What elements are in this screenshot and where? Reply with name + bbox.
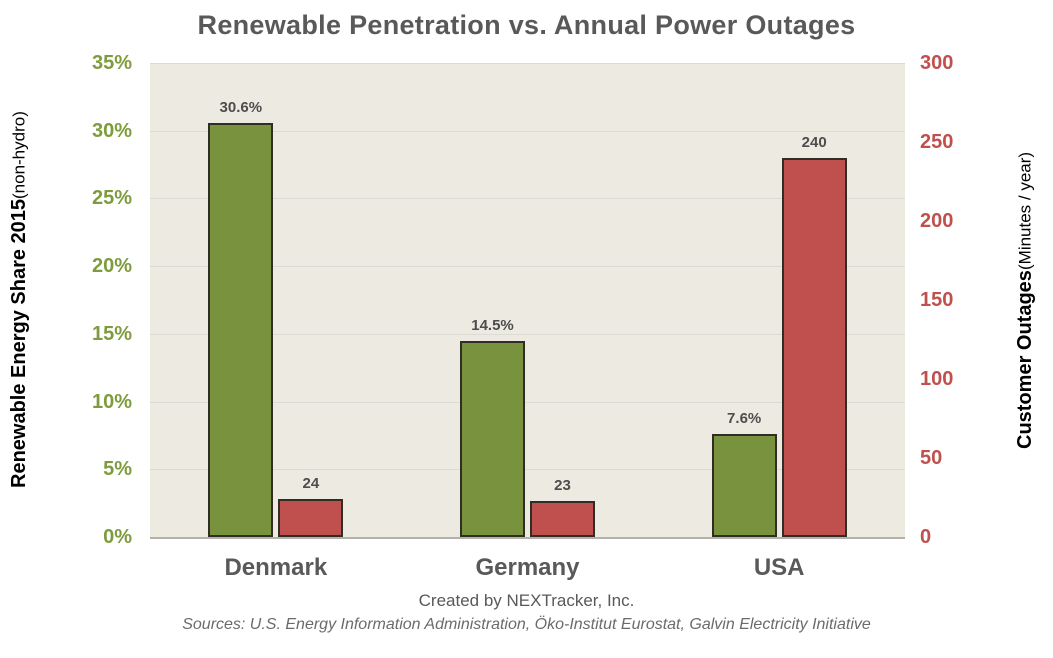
left-axis-title-unit: (non-hydro) (9, 111, 29, 200)
right-axis-tick-label: 100 (920, 368, 954, 390)
left-axis-tick-label: 25% (91, 187, 132, 210)
gridline (150, 469, 905, 471)
right-axis-tick-label: 50 (920, 447, 943, 469)
sources-line: Sources: U.S. Energy Information Adminis… (182, 616, 871, 633)
left-axis-tick-label: 5% (103, 458, 132, 481)
credit-line: Created by NEXTracker, Inc. (418, 591, 635, 610)
bar-value-label: 23 (554, 476, 571, 494)
gridline (150, 401, 905, 403)
bar-germany-outages (530, 500, 595, 537)
right-axis-title-main: Customer Outages (1014, 269, 1036, 449)
gridline (150, 130, 905, 132)
chart-title: Renewable Penetration vs. Annual Power O… (197, 10, 856, 40)
right-axis-tick-label: 200 (920, 210, 954, 232)
category-label-usa: USA (753, 554, 805, 581)
right-axis-title-unit: (Minutes / year) (1015, 151, 1035, 270)
gridline (150, 333, 905, 335)
right-axis-tick-label: 250 (920, 131, 954, 153)
bar-denmark-renewable (208, 122, 274, 537)
bar-value-label: 240 (801, 133, 827, 151)
plot-area: 30.6% 24 14.5% 23 7.6% 240 (150, 63, 905, 539)
bar-denmark-outages (278, 499, 344, 537)
gridline (150, 266, 905, 268)
bar-value-label: 14.5% (471, 316, 514, 334)
left-axis-title: Renewable Energy Share 2015 (non-hydro) (8, 40, 31, 560)
right-axis-tick-label: 150 (920, 289, 954, 311)
gridline (150, 63, 905, 64)
category-label-germany: Germany (475, 554, 580, 581)
left-axis-tick-label: 35% (91, 52, 132, 74)
right-axis-title: Customer Outages (Minutes / year) (1014, 40, 1037, 560)
category-label-denmark: Denmark (224, 554, 328, 581)
right-axis-tick-label: 0 (920, 526, 932, 548)
gridline (150, 198, 905, 200)
left-axis-title-main: Renewable Energy Share 2015 (8, 199, 30, 489)
left-axis-tick-label: 30% (91, 119, 132, 142)
left-axis-tick-label: 10% (91, 390, 132, 413)
right-axis-tick-label: 300 (920, 52, 954, 74)
bar-value-label: 7.6% (727, 410, 762, 428)
left-axis-tick-label: 0% (103, 526, 132, 548)
left-axis-tick-label: 15% (91, 322, 132, 345)
left-axis-tick-label: 20% (91, 255, 132, 278)
bar-germany-renewable (460, 340, 525, 537)
bar-value-label: 24 (302, 475, 320, 493)
bar-usa-outages (781, 157, 847, 537)
bar-usa-renewable (711, 434, 777, 537)
bar-value-label: 30.6% (219, 98, 263, 116)
